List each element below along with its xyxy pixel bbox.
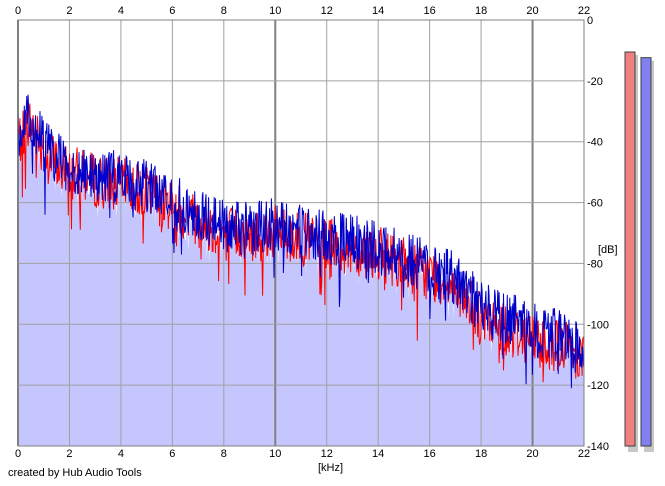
level-meters [624, 51, 654, 452]
x-tick-label-top: 18 [475, 5, 487, 17]
x-tick-label-bottom: 18 [475, 448, 487, 460]
x-tick-label-top: 0 [15, 5, 21, 17]
x-tick-label-bottom: 2 [66, 448, 72, 460]
x-tick-label-bottom: 0 [15, 448, 21, 460]
level-meter-right [640, 57, 652, 447]
x-tick-label-top: 22 [578, 5, 590, 17]
y-tick-label: -20 [587, 76, 603, 88]
y-tick-label: 0 [587, 15, 593, 27]
x-tick-label-bottom: 12 [321, 448, 333, 460]
x-tick-label-bottom: 8 [221, 448, 227, 460]
x-tick-label-top: 16 [424, 5, 436, 17]
plot-border [17, 19, 585, 447]
x-tick-label-bottom: 22 [578, 448, 590, 460]
x-tick-label-top: 2 [66, 5, 72, 17]
x-tick-label-top: 12 [321, 5, 333, 17]
y-tick-label: -120 [587, 380, 609, 392]
x-tick-label-top: 10 [269, 5, 281, 17]
x-tick-label-bottom: 16 [424, 448, 436, 460]
y-axis-label: [dB] [598, 244, 618, 256]
x-tick-label-top: 6 [169, 5, 175, 17]
spectrum-lines-layer [17, 94, 585, 389]
x-tick-label-bottom: 14 [372, 448, 384, 460]
level-meter-left [624, 51, 636, 447]
x-tick-label-bottom: 10 [269, 448, 281, 460]
y-tick-label: -60 [587, 198, 603, 210]
series-line-right [17, 94, 585, 389]
y-tick-label: -140 [587, 441, 609, 453]
y-tick-label: -100 [587, 319, 609, 331]
y-tick-label: -80 [587, 258, 603, 270]
x-tick-label-bottom: 6 [169, 448, 175, 460]
x-tick-label-top: 8 [221, 5, 227, 17]
x-tick-label-top: 14 [372, 5, 384, 17]
tick-labels-layer: 002244668810101212141416161818202022220-… [15, 5, 609, 460]
x-tick-label-bottom: 20 [526, 448, 538, 460]
x-axis-label: [kHz] [318, 462, 343, 474]
y-tick-label: -40 [587, 137, 603, 149]
x-tick-label-top: 20 [526, 5, 538, 17]
credit-text: created by Hub Audio Tools [8, 467, 142, 479]
x-tick-label-top: 4 [118, 5, 124, 17]
x-tick-label-bottom: 4 [118, 448, 124, 460]
